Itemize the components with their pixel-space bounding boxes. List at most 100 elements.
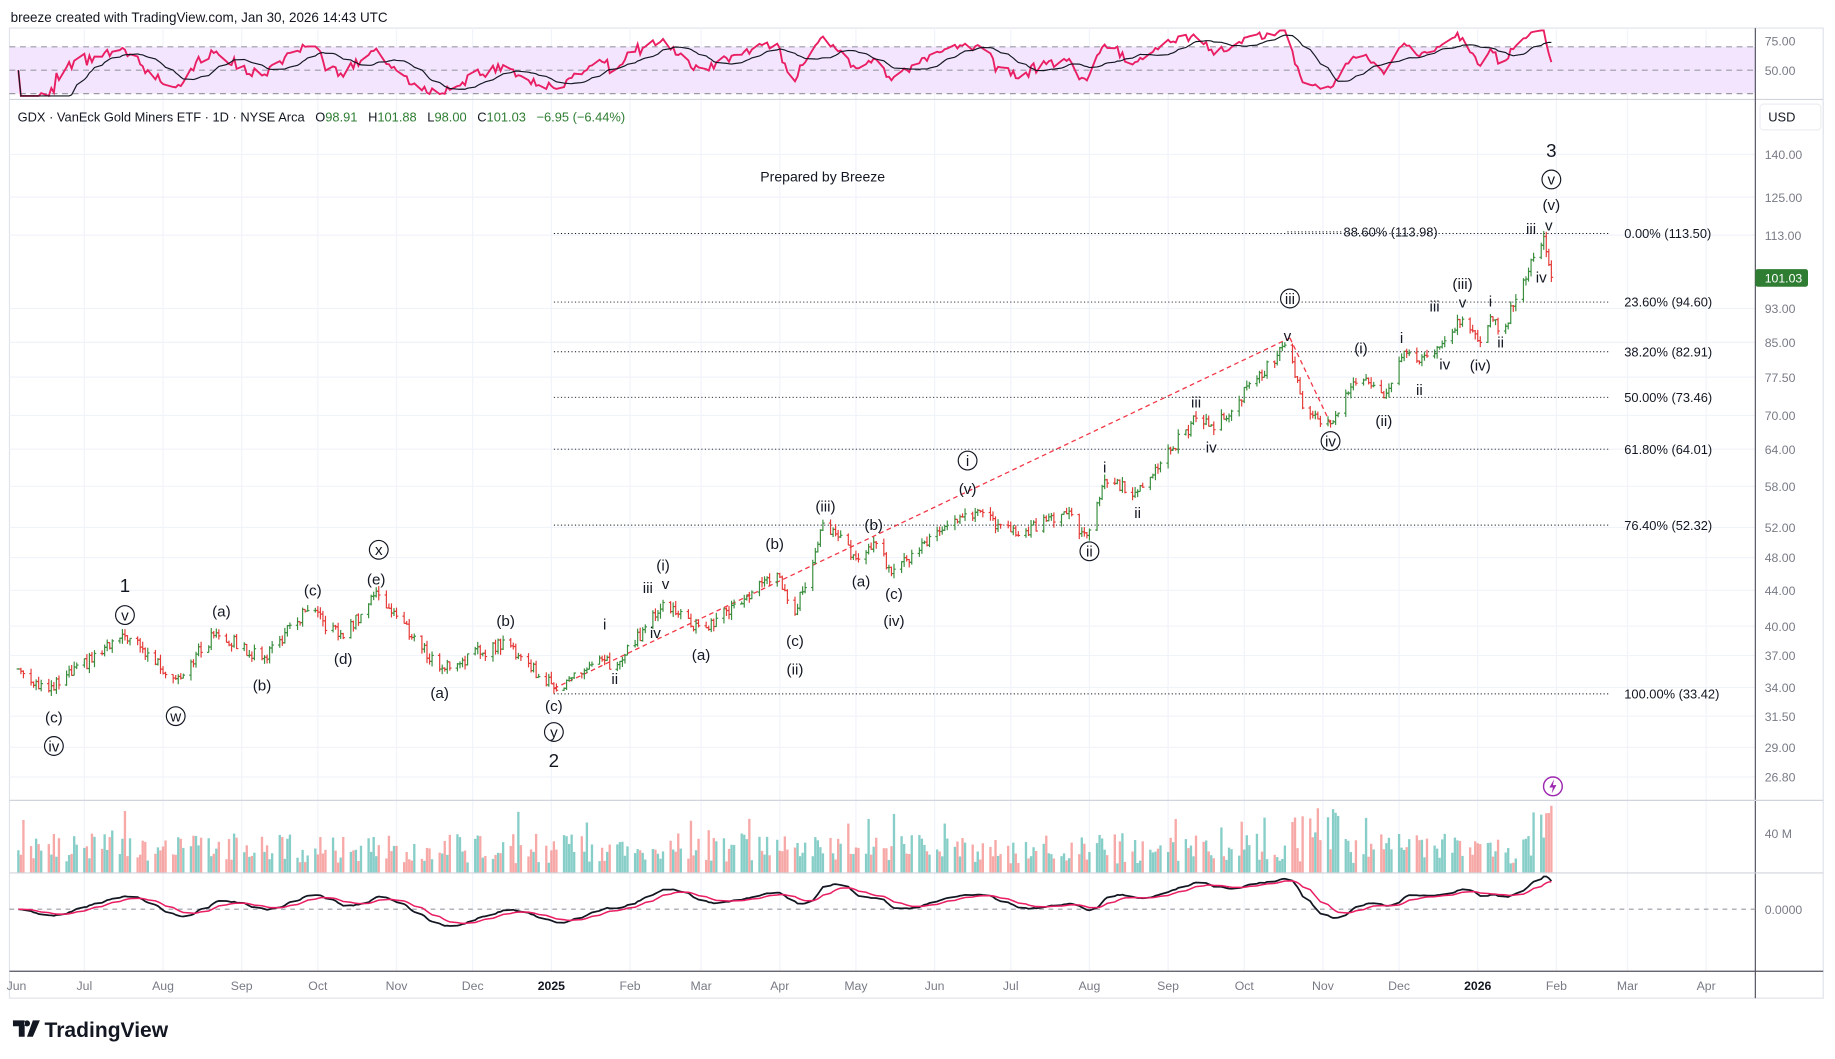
ohlc-bar — [331, 622, 335, 633]
ohlc-bar — [278, 636, 282, 648]
lightning-icon[interactable] — [1542, 776, 1563, 797]
fib-retracement[interactable]: 0.00% (113.50) 23.60% (94.60) 38.20% (82.9… — [553, 225, 1719, 702]
wave-label: v — [1545, 218, 1553, 235]
ohlc-bar — [1123, 481, 1127, 494]
volume-bar — [32, 858, 35, 873]
open-label: O — [315, 110, 325, 125]
volume-bar — [354, 849, 358, 873]
ohlc-bar — [120, 629, 125, 644]
volume-bar — [461, 851, 464, 873]
wave-label: i — [603, 617, 606, 634]
volume-bar — [1083, 843, 1086, 873]
volume-bar — [1154, 851, 1157, 873]
ohlc-bar — [242, 642, 246, 652]
volume-bar — [402, 862, 406, 873]
ohlc-bar — [1524, 276, 1528, 286]
volume-bar — [408, 859, 411, 873]
volume-bar — [1260, 851, 1264, 873]
rsi-pane[interactable]: 75.00 50.00 — [9, 29, 1796, 98]
ohlc-bar — [1275, 350, 1279, 366]
volume-bar — [55, 856, 58, 873]
price-axis[interactable]: 140.00 125.00 113.00 93.00 85.00 77.50 70.00 64… — [1765, 148, 1803, 785]
volume-bar — [144, 841, 147, 873]
ohlc-bar — [821, 519, 825, 531]
volume-bar — [946, 838, 949, 873]
volume-bar — [1047, 853, 1050, 873]
tradingview-logo[interactable]: TradingView — [12, 1019, 169, 1042]
ohlc-bar — [125, 635, 130, 644]
volume-bar — [677, 833, 680, 873]
volume-bar — [905, 853, 908, 873]
volume-bar — [316, 854, 320, 873]
volume-bar — [85, 846, 89, 873]
trendlines[interactable] — [553, 337, 1332, 690]
time-label: Nov — [1312, 979, 1335, 993]
volume-bar — [994, 839, 997, 873]
ohlc-bar — [910, 549, 914, 565]
volume-bar — [93, 836, 96, 873]
ohlc-bar — [460, 657, 465, 668]
volume-bar — [212, 853, 215, 873]
volume-bar — [1202, 841, 1205, 873]
volume-bar — [626, 846, 629, 873]
volume-bar — [1159, 845, 1162, 873]
time-axis[interactable]: Jun Jul Aug Sep Oct Nov Dec 2025 Feb Mar Apr May Jun… — [7, 979, 1716, 993]
ohlc-bar — [105, 639, 109, 652]
volume-bar — [562, 835, 566, 873]
time-label: Dec — [462, 979, 484, 993]
volume-bar — [996, 856, 1000, 873]
price-tick: 26.80 — [1765, 771, 1796, 785]
volume-bar — [1349, 852, 1353, 873]
open-value: 98.91 — [325, 110, 357, 125]
volume-bar — [75, 844, 78, 873]
volume-bar — [710, 860, 713, 873]
ohlc-bar — [420, 635, 424, 654]
ohlc-bar — [1493, 319, 1498, 326]
wave-label: (iv) — [883, 613, 904, 630]
volume-bar — [1311, 837, 1314, 873]
currency-button[interactable]: USD — [1759, 103, 1822, 131]
ohlc-bar — [176, 674, 181, 685]
volume-bar — [484, 855, 487, 873]
ohlc-bar — [158, 654, 163, 674]
ohlc-bar — [1458, 318, 1462, 329]
volume-bar — [67, 855, 71, 873]
ohlc-bar — [1158, 461, 1163, 473]
wave-label: (a) — [692, 647, 711, 664]
ohlc-bar — [430, 651, 434, 667]
volume-bar — [869, 854, 873, 873]
ohlc-bar — [661, 599, 665, 612]
volume-bar — [164, 840, 167, 873]
ohlc-bar — [138, 638, 142, 653]
ohlc-bar — [534, 660, 538, 679]
volume-bar — [847, 823, 850, 873]
volume-bar — [288, 834, 292, 873]
ohlc-bar — [39, 679, 43, 692]
volume-bar — [920, 838, 924, 873]
ohlc-bar — [1247, 381, 1252, 389]
volume-bar — [537, 862, 540, 873]
volume-bar — [618, 842, 622, 873]
volume-bar — [781, 851, 784, 873]
volume-bar — [1149, 849, 1152, 873]
volume-bar — [250, 855, 254, 873]
wave-label-circle — [115, 605, 135, 626]
volume-bar — [600, 847, 604, 873]
volume-bar — [1420, 839, 1424, 873]
volume-bar — [722, 838, 726, 873]
volume-bar — [1540, 814, 1543, 873]
price-tick: 113.00 — [1765, 229, 1802, 243]
ohlc-bar — [607, 652, 612, 670]
volume-bar — [1347, 840, 1350, 873]
volume-bar — [22, 819, 25, 873]
ohlc-bar — [813, 547, 818, 565]
ohlc-bar — [658, 603, 663, 619]
volume-bar — [989, 846, 992, 873]
volume-bar — [172, 854, 175, 873]
ohlc-bar — [727, 606, 731, 620]
volume-bar — [697, 838, 700, 873]
ohlc-bar — [742, 594, 747, 608]
volume-bar — [499, 853, 502, 873]
ohlc-bar — [767, 573, 772, 587]
